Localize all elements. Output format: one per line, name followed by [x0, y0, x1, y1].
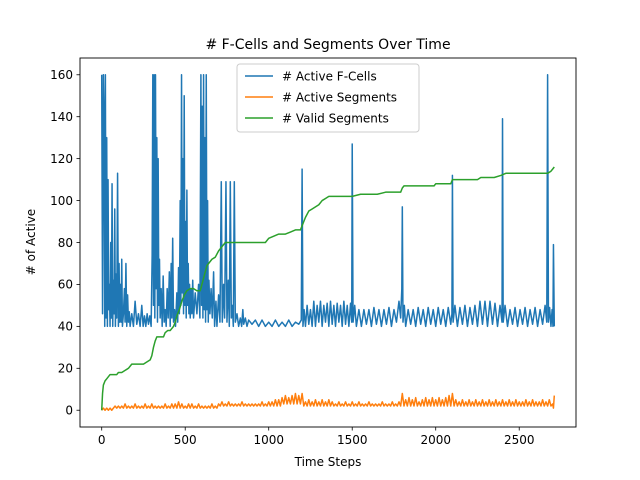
legend-label-1: # Active Segments	[282, 90, 397, 104]
x-axis-label: Time Steps	[294, 455, 362, 469]
x-tick-label: 2500	[504, 433, 535, 447]
y-tick-label: 80	[58, 236, 73, 250]
legend-label-2: # Valid Segments	[282, 111, 389, 125]
x-tick-label: 1000	[253, 433, 284, 447]
legend-frame	[236, 63, 420, 133]
x-axis: 0 500 1000 1500 2000 2500	[98, 427, 535, 447]
series-line-0	[100, 74, 556, 328]
y-tick-label: 140	[50, 110, 73, 124]
y-tick-label: 60	[58, 278, 73, 292]
chart-title: # F-Cells and Segments Over Time	[205, 37, 450, 53]
legend: # Active F-Cells # Active Segments # Valid…	[236, 63, 420, 133]
x-tick-label: 1500	[337, 433, 368, 447]
y-tick-label: 40	[58, 320, 73, 334]
y-tick-label: 120	[50, 152, 73, 166]
series-layer	[100, 74, 556, 411]
y-tick-label: 0	[65, 404, 73, 418]
legend-label-0: # Active F-Cells	[282, 69, 377, 83]
y-tick-label: 20	[58, 362, 73, 376]
y-axis-label: # of Active	[24, 209, 38, 275]
y-tick-label: 100	[50, 194, 73, 208]
y-tick-label: 160	[50, 68, 73, 82]
x-tick-label: 0	[98, 433, 106, 447]
x-tick-label: 500	[174, 433, 197, 447]
series-line-2	[100, 166, 555, 411]
x-tick-label: 2000	[420, 433, 451, 447]
y-axis: 0 20 40 60 80 100 120 140 160	[50, 68, 80, 418]
series-line-1	[101, 392, 556, 411]
